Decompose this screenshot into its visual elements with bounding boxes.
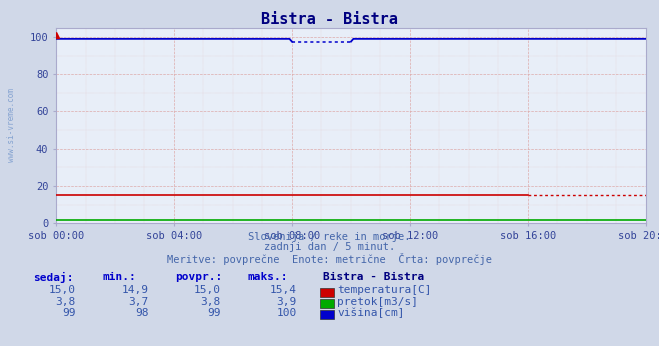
Text: temperatura[C]: temperatura[C] — [337, 285, 432, 295]
Text: povpr.:: povpr.: — [175, 272, 222, 282]
Text: 3,9: 3,9 — [276, 297, 297, 307]
Text: 15,0: 15,0 — [49, 285, 76, 295]
Text: 14,9: 14,9 — [121, 285, 148, 295]
Text: 3,7: 3,7 — [128, 297, 148, 307]
Text: www.si-vreme.com: www.si-vreme.com — [7, 89, 16, 162]
Text: 15,0: 15,0 — [194, 285, 221, 295]
Text: pretok[m3/s]: pretok[m3/s] — [337, 297, 418, 307]
Text: Slovenija / reke in morje.: Slovenija / reke in morje. — [248, 232, 411, 242]
Text: min.:: min.: — [102, 272, 136, 282]
Text: maks.:: maks.: — [247, 272, 287, 282]
Text: sedaj:: sedaj: — [33, 272, 73, 283]
Text: Meritve: povprečne  Enote: metrične  Črta: povprečje: Meritve: povprečne Enote: metrične Črta:… — [167, 253, 492, 265]
Text: 15,4: 15,4 — [270, 285, 297, 295]
Text: zadnji dan / 5 minut.: zadnji dan / 5 minut. — [264, 242, 395, 252]
Text: Bistra - Bistra: Bistra - Bistra — [261, 12, 398, 27]
Text: 99: 99 — [63, 308, 76, 318]
Text: 3,8: 3,8 — [55, 297, 76, 307]
Text: 99: 99 — [208, 308, 221, 318]
Text: Bistra - Bistra: Bistra - Bistra — [323, 272, 424, 282]
Text: višina[cm]: višina[cm] — [337, 308, 405, 318]
Text: 98: 98 — [135, 308, 148, 318]
Text: 3,8: 3,8 — [200, 297, 221, 307]
Text: 100: 100 — [276, 308, 297, 318]
